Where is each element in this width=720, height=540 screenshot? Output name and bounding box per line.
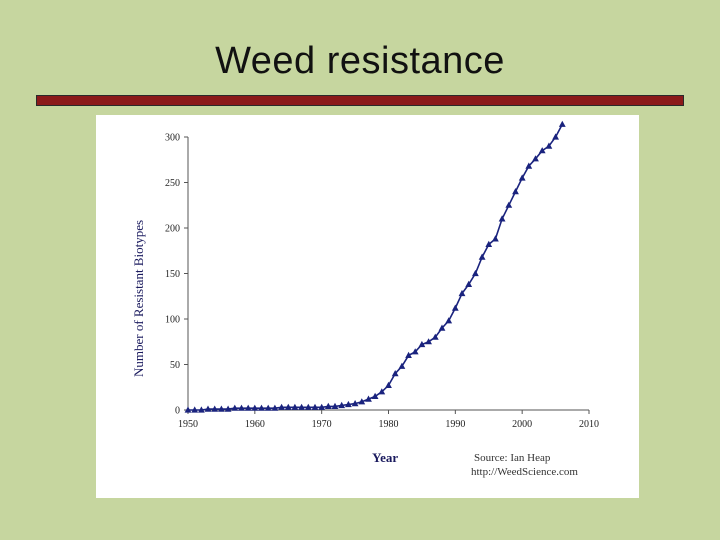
y-tick-label: 0 [175, 406, 180, 417]
data-point-marker [418, 340, 426, 348]
data-point-marker [431, 333, 439, 340]
data-point-marker [478, 253, 486, 260]
data-point-marker [278, 403, 285, 410]
data-point-marker [338, 401, 346, 409]
data-point-marker [258, 404, 265, 411]
data-point-marker [371, 392, 379, 399]
data-point-marker [512, 188, 519, 195]
y-tick-label: 300 [165, 133, 180, 144]
data-point-marker [378, 388, 386, 395]
y-axis-title: Number of Resistant Biotypes [131, 220, 146, 377]
data-point-marker [224, 405, 232, 412]
source-url: http://WeedScience.com [471, 466, 578, 478]
data-point-marker [318, 403, 326, 410]
data-point-marker [324, 402, 332, 409]
data-point-marker [244, 404, 252, 411]
data-point-marker [184, 406, 192, 413]
data-point-marker [538, 147, 546, 154]
data-point-marker [411, 348, 419, 355]
x-tick-label: 2010 [579, 419, 599, 430]
y-tick-label: 50 [170, 360, 180, 371]
data-point-marker [445, 317, 453, 324]
data-point-marker [204, 405, 212, 412]
data-point-marker [231, 404, 239, 411]
data-point-marker [311, 403, 319, 410]
y-tick-label: 150 [165, 269, 180, 280]
data-point-marker [251, 404, 259, 411]
x-tick-label: 1960 [245, 419, 265, 430]
resistance-chart: 0 50 100 150 200 250 300 1950 1960 1970 1980 1990 20… [131, 120, 599, 478]
y-tick-label: 250 [165, 178, 180, 189]
slide-title: Weed resistance [215, 40, 505, 82]
series-line [188, 123, 564, 411]
data-point-marker [365, 395, 372, 402]
y-tick-label: 200 [165, 224, 180, 235]
data-point-marker [552, 133, 559, 140]
data-point-marker [238, 404, 245, 411]
data-point-marker [211, 405, 219, 412]
data-point-marker [465, 280, 473, 287]
data-point-marker [264, 404, 272, 411]
data-point-marker [345, 400, 352, 408]
chart-panel: 0 50 100 150 200 250 300 1950 1960 1970 1980 1990 20… [96, 115, 639, 498]
data-point-marker [298, 403, 305, 410]
data-point-marker [451, 304, 459, 311]
data-point-marker [391, 370, 399, 377]
data-point-marker [385, 381, 392, 388]
data-point-marker [218, 405, 225, 412]
x-tick-label: 1980 [379, 419, 399, 430]
x-tick-label: 1970 [312, 419, 332, 430]
x-axis-title: Year [372, 450, 398, 465]
data-point-marker [405, 351, 412, 358]
y-tick-label: 100 [165, 315, 180, 326]
data-point-marker [358, 398, 366, 405]
data-point-marker [351, 400, 359, 407]
data-point-marker [291, 403, 299, 410]
data-point-marker [498, 215, 506, 222]
data-point-marker [518, 174, 526, 181]
data-point-marker [304, 403, 312, 410]
data-point-marker [472, 269, 479, 277]
data-point-marker [492, 235, 499, 242]
data-point-marker [485, 240, 493, 247]
tick-labels: 0 50 100 150 200 250 300 1950 1960 1970 1980 1990 20… [165, 133, 599, 431]
data-point-marker [532, 155, 539, 162]
x-tick-label: 1950 [178, 419, 198, 430]
data-point-marker [331, 402, 339, 409]
data-point-marker [284, 403, 292, 410]
source-credit: Source: Ian Heap [474, 452, 551, 464]
data-point-marker [505, 201, 513, 208]
data-point-marker [558, 120, 566, 127]
axes [187, 137, 589, 411]
title-divider-bar [36, 95, 684, 106]
data-point-marker [458, 289, 466, 297]
data-point-marker [198, 406, 205, 413]
data-point-marker [545, 142, 553, 149]
data-point-marker [425, 338, 432, 345]
data-point-marker [191, 406, 199, 413]
data-point-marker [438, 324, 446, 331]
data-point-marker [398, 362, 406, 369]
data-point-marker [525, 162, 533, 169]
x-tick-label: 1990 [445, 419, 465, 430]
x-tick-label: 2000 [512, 419, 532, 430]
series-biotypes [184, 120, 566, 413]
data-point-marker [271, 404, 279, 411]
